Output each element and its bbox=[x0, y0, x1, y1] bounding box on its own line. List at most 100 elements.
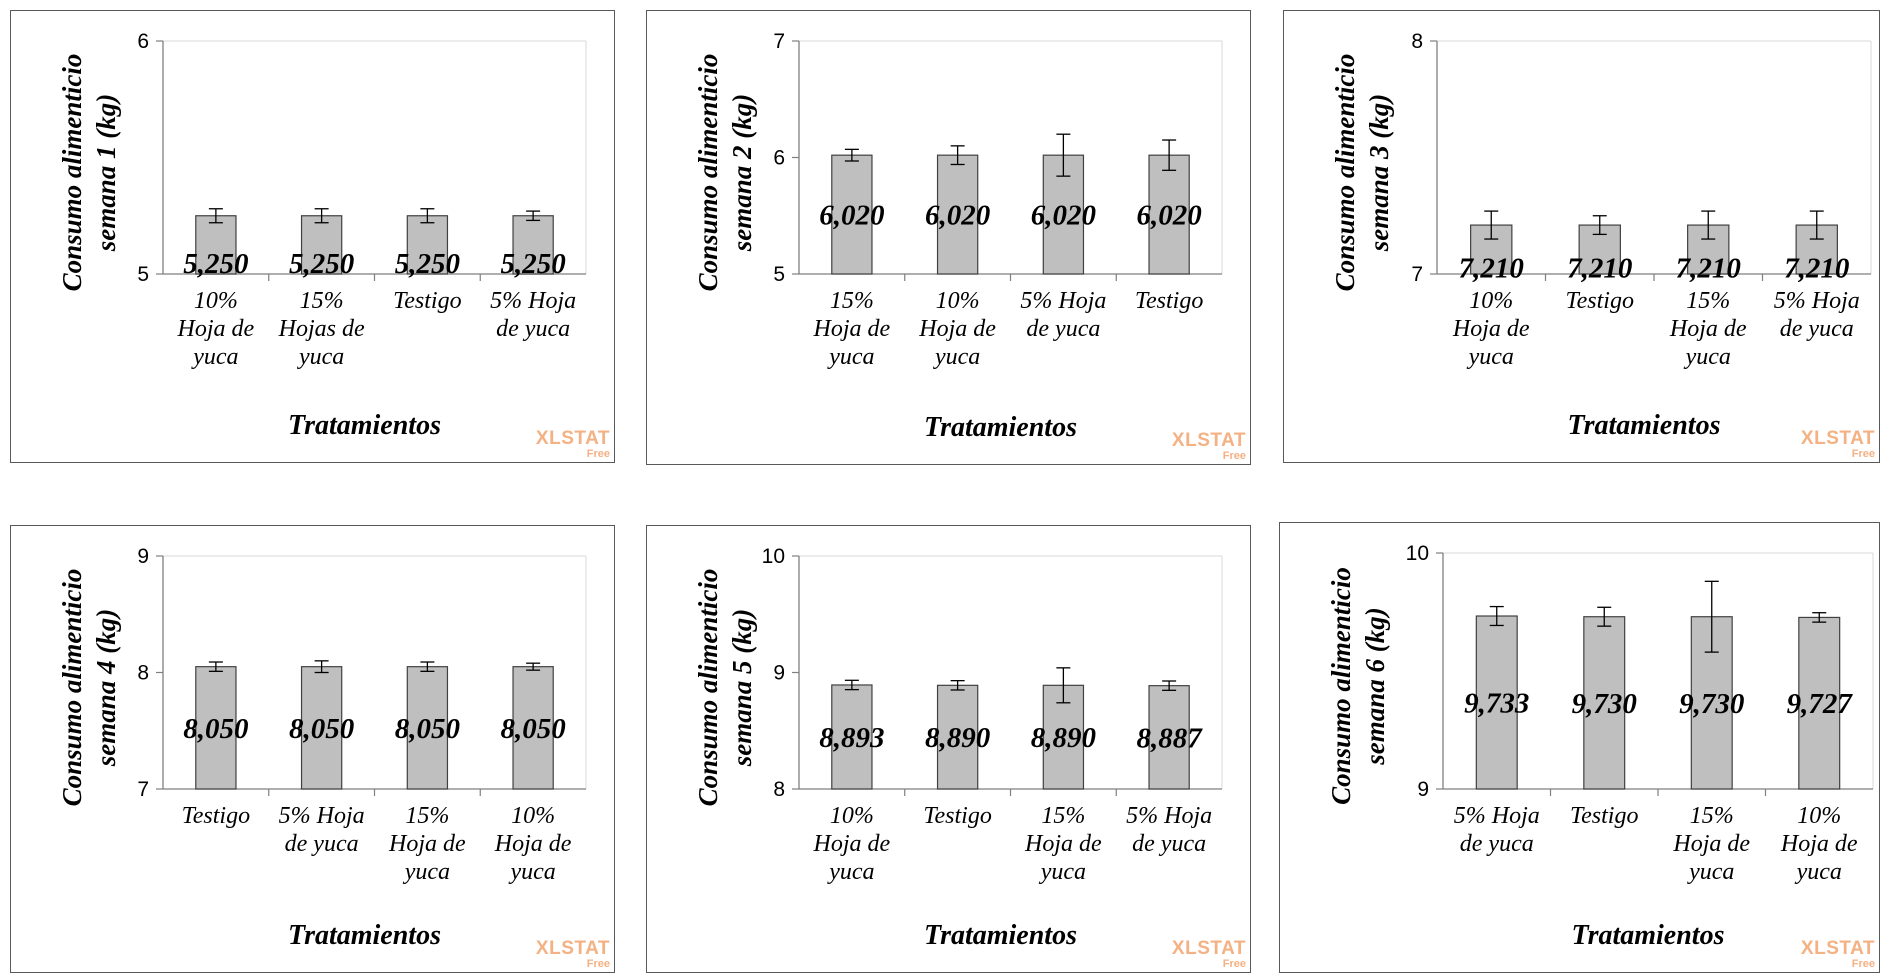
y-tick-label: 7 bbox=[137, 778, 149, 801]
y-axis-title-line: semana 1 (kg) bbox=[91, 94, 121, 253]
xlstat-watermark: XLSTAT Free bbox=[1172, 431, 1246, 462]
category-label-line: de yuca bbox=[1780, 316, 1854, 342]
y-tick-label: 6 bbox=[773, 147, 785, 170]
bar bbox=[1148, 154, 1190, 275]
category-label-line: 5% Hoja bbox=[1454, 803, 1540, 829]
x-axis-title: Tratamientos bbox=[924, 920, 1077, 951]
category-label-line: yuca bbox=[1467, 344, 1514, 370]
category-label: 5% Hoja de yuca bbox=[279, 803, 365, 857]
category-label-line: Hoja de bbox=[388, 831, 466, 857]
y-axis-title: Consumo alimenticio semana 5 (kg) bbox=[693, 569, 757, 807]
watermark-brand: XLSTAT bbox=[1171, 938, 1246, 959]
watermark-edition: Free bbox=[1222, 450, 1246, 462]
watermark-edition: Free bbox=[586, 958, 610, 970]
data-label: 6,020 bbox=[925, 200, 990, 232]
y-axis-title-line: semana 2 (kg) bbox=[727, 94, 757, 253]
data-label: 8,050 bbox=[501, 713, 566, 745]
category-label: 10% Hoja de yuca bbox=[177, 288, 255, 370]
xlstat-watermark: XLSTAT Free bbox=[536, 939, 610, 970]
y-axis-title-line: semana 6 (kg) bbox=[1360, 607, 1390, 766]
category-label: 15% Hojas de yuca bbox=[278, 288, 365, 370]
xlstat-watermark: XLSTAT Free bbox=[1801, 429, 1875, 460]
bar bbox=[300, 666, 343, 790]
category-label-line: 5% Hoja bbox=[1774, 288, 1860, 314]
bar bbox=[195, 215, 237, 275]
y-axis-title: Consumo alimenticio semana 2 (kg) bbox=[693, 54, 757, 292]
y-axis-title-line: Consumo alimenticio bbox=[693, 54, 723, 292]
bar bbox=[936, 154, 979, 275]
category-label-line: 15% bbox=[300, 288, 344, 314]
category-label-line: 5% Hoja bbox=[490, 288, 576, 314]
category-label-line: Hoja de bbox=[1780, 831, 1858, 857]
category-label-line: yuca bbox=[1684, 344, 1731, 370]
category-label-line: Hoja de bbox=[177, 316, 255, 342]
category-label: Testigo bbox=[1570, 803, 1638, 829]
category-label-line: Testigo bbox=[1566, 288, 1634, 314]
data-label: 8,050 bbox=[395, 713, 460, 745]
data-label: 6,020 bbox=[819, 200, 884, 232]
category-label-line: 10% bbox=[1469, 288, 1513, 314]
category-label: 15% Hoja de yuca bbox=[1669, 288, 1747, 370]
watermark-edition: Free bbox=[1851, 958, 1875, 970]
category-label-line: 5% Hoja bbox=[1020, 288, 1106, 314]
chart-panel-week-5: 8 9 10 8,893 10% Hoja de yuca 8,890 Testigo 8,890… bbox=[646, 525, 1251, 973]
y-axis-title-line: Consumo alimenticio bbox=[57, 569, 87, 807]
chart-panel-week-6: 9 10 9,733 5% Hoja de yuca 9,730 Testigo 9,730 1… bbox=[1279, 522, 1880, 973]
y-axis-title-line: semana 3 (kg) bbox=[1364, 94, 1394, 253]
data-label: 9,730 bbox=[1572, 688, 1637, 720]
data-label: 5,250 bbox=[289, 248, 354, 280]
category-label-line: 15% bbox=[1690, 803, 1734, 829]
y-tick-label: 7 bbox=[1411, 263, 1423, 286]
category-label: 5% Hoja de yuca bbox=[490, 288, 576, 342]
y-tick-label: 6 bbox=[137, 30, 149, 53]
bar bbox=[1583, 616, 1626, 790]
category-label-line: Testigo bbox=[1135, 288, 1203, 314]
y-axis-title-line: Consumo alimenticio bbox=[1330, 54, 1360, 292]
category-label-line: yuca bbox=[403, 859, 450, 885]
bar bbox=[406, 215, 449, 275]
bar bbox=[1798, 616, 1841, 790]
category-label: Testigo bbox=[393, 288, 461, 314]
data-label: 9,727 bbox=[1787, 688, 1854, 720]
y-axis-title-line: semana 4 (kg) bbox=[91, 609, 121, 768]
bar bbox=[831, 154, 873, 275]
y-axis-title: Consumo alimenticio semana 3 (kg) bbox=[1330, 54, 1394, 292]
bar bbox=[1470, 224, 1513, 275]
category-label-line: Hoja de bbox=[494, 831, 572, 857]
bar bbox=[1475, 615, 1518, 790]
category-label: 15% Hoja de yuca bbox=[1672, 803, 1750, 885]
y-axis-title-line: Consumo alimenticio bbox=[1326, 567, 1356, 805]
category-label-line: 15% bbox=[1686, 288, 1730, 314]
category-label-line: Hoja de bbox=[813, 316, 891, 342]
y-tick-label: 9 bbox=[773, 662, 785, 685]
category-label-line: yuca bbox=[827, 344, 874, 370]
data-label: 8,887 bbox=[1137, 722, 1204, 754]
watermark-brand: XLSTAT bbox=[1800, 938, 1875, 959]
category-label: 5% Hoja de yuca bbox=[1774, 288, 1860, 342]
category-label-line: de yuca bbox=[1026, 316, 1100, 342]
category-label: 15% Hoja de yuca bbox=[813, 288, 891, 370]
y-axis-title: Consumo alimenticio semana 4 (kg) bbox=[57, 569, 121, 807]
category-label: 15% Hoja de yuca bbox=[1024, 803, 1102, 885]
bar bbox=[1148, 685, 1190, 790]
category-label: 5% Hoja de yuca bbox=[1454, 803, 1540, 857]
data-label: 9,733 bbox=[1464, 688, 1529, 720]
bar bbox=[831, 684, 873, 790]
category-label: Testigo bbox=[182, 803, 250, 829]
chart-panel-week-2: 5 6 7 6,020 15% Hoja de yuca 6,020 10% Hoja de yuc… bbox=[646, 10, 1251, 465]
x-axis-title: Tratamientos bbox=[1572, 920, 1725, 951]
category-label-line: yuca bbox=[297, 344, 344, 370]
category-label-line: yuca bbox=[827, 859, 874, 885]
data-label: 6,020 bbox=[1031, 200, 1096, 232]
data-label: 8,890 bbox=[925, 722, 990, 754]
chart-panel-week-3: 7 8 7,210 10% Hoja de yuca 7,210 Testigo 7,210 15… bbox=[1283, 10, 1880, 463]
category-label-line: Hojas de bbox=[278, 316, 365, 342]
category-label-line: 5% Hoja bbox=[1126, 803, 1212, 829]
category-label-line: Hoja de bbox=[1452, 316, 1530, 342]
watermark-edition: Free bbox=[1222, 958, 1246, 970]
category-label-line: de yuca bbox=[496, 316, 570, 342]
category-label-line: yuca bbox=[1039, 859, 1086, 885]
data-label: 6,020 bbox=[1137, 200, 1202, 232]
